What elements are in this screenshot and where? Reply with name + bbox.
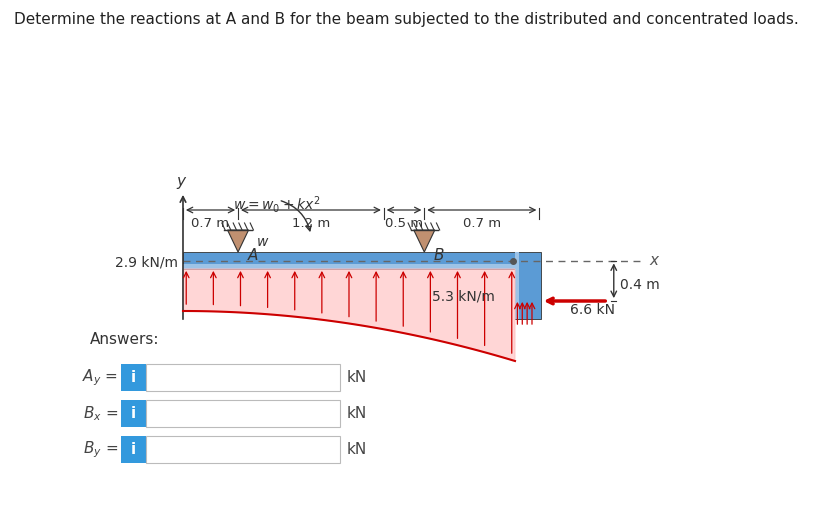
- Text: 0.7 m: 0.7 m: [463, 217, 501, 230]
- Text: Answers:: Answers:: [90, 332, 159, 347]
- Bar: [515, 252, 541, 319]
- Bar: [183, 252, 515, 269]
- Text: $w = w_0 + kx^2$: $w = w_0 + kx^2$: [233, 194, 320, 215]
- Text: 0.7 m: 0.7 m: [191, 217, 229, 230]
- Bar: [121, 436, 146, 463]
- Text: $B_x$ =: $B_x$ =: [83, 405, 118, 423]
- Text: 5.3 kN/m: 5.3 kN/m: [432, 290, 495, 304]
- Text: i: i: [131, 406, 136, 420]
- Text: $A_y$ =: $A_y$ =: [82, 368, 118, 388]
- Bar: [121, 364, 146, 391]
- Bar: [515, 252, 519, 319]
- Text: 1.2 m: 1.2 m: [292, 217, 330, 230]
- Text: 2.9 kN/m: 2.9 kN/m: [115, 256, 178, 270]
- Text: kN: kN: [346, 371, 367, 385]
- Text: Determine the reactions at A and B for the beam subjected to the distributed and: Determine the reactions at A and B for t…: [14, 12, 799, 27]
- Bar: [146, 364, 340, 391]
- Bar: [146, 400, 340, 427]
- Polygon shape: [183, 269, 515, 361]
- Text: $B_y$ =: $B_y$ =: [83, 440, 118, 460]
- Text: B: B: [434, 248, 445, 263]
- Text: 0.4 m: 0.4 m: [620, 278, 660, 292]
- Polygon shape: [414, 230, 435, 252]
- Text: kN: kN: [346, 443, 367, 457]
- Text: i: i: [131, 370, 136, 384]
- Text: $x$: $x$: [650, 253, 661, 268]
- Bar: [183, 264, 515, 269]
- Text: $w$: $w$: [255, 235, 269, 249]
- Text: i: i: [131, 442, 136, 456]
- Text: kN: kN: [346, 407, 367, 421]
- Bar: [146, 436, 340, 463]
- Text: 6.6 kN: 6.6 kN: [570, 303, 615, 317]
- Bar: [121, 400, 146, 427]
- Polygon shape: [228, 230, 249, 252]
- Text: y: y: [177, 174, 186, 189]
- Text: 0.5 m: 0.5 m: [385, 217, 423, 230]
- Text: A: A: [248, 248, 259, 263]
